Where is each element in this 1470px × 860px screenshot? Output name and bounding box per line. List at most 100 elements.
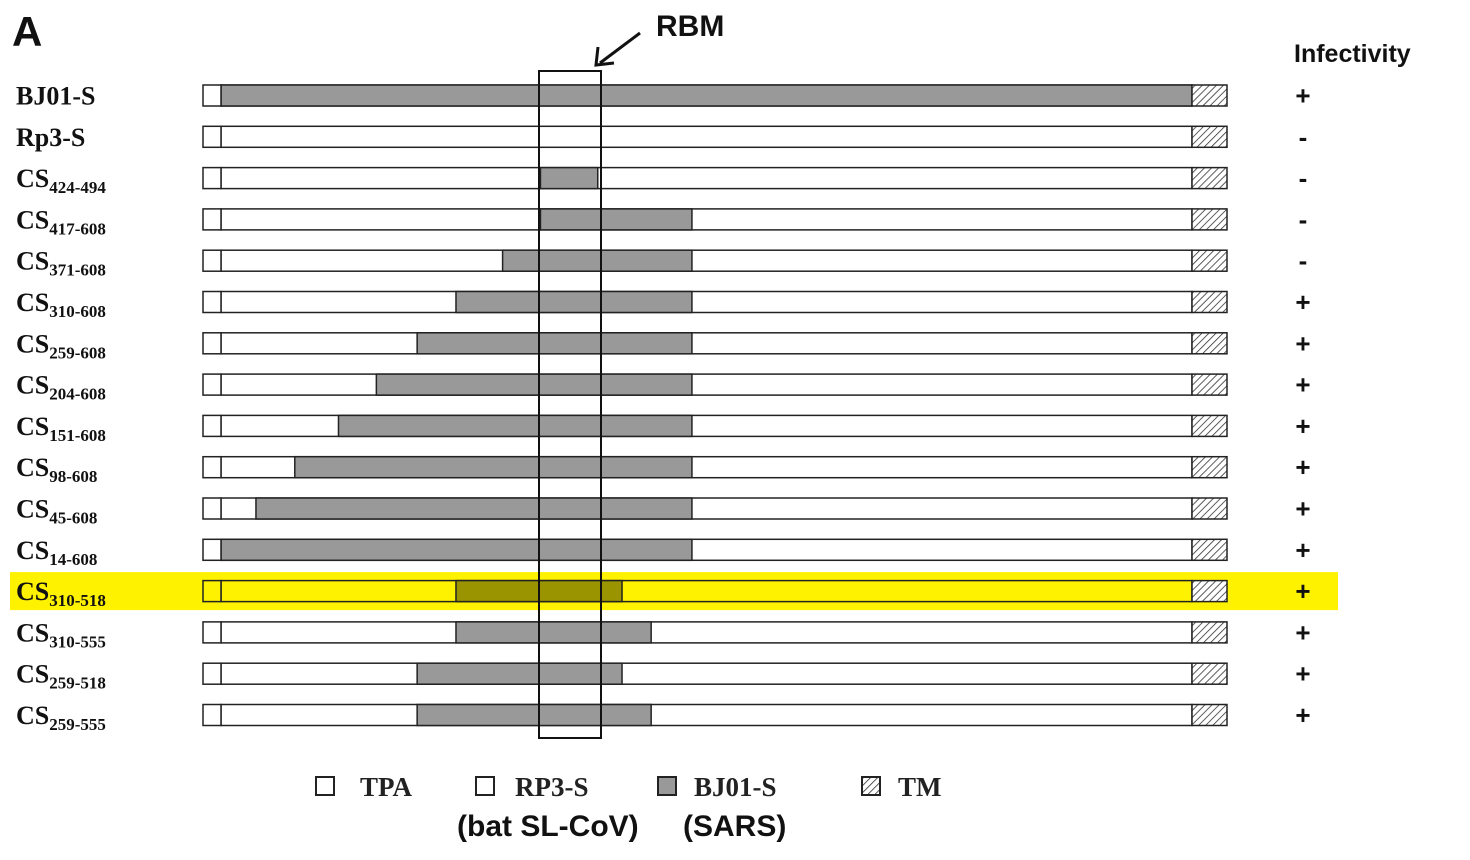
bat-segment [220,621,1193,644]
tm-segment [1191,455,1228,479]
bat-segment [220,662,1193,685]
construct-label: CS424-494 [16,164,106,197]
bat-segment [220,290,1193,314]
sars-segment [337,414,693,438]
tpa-segment [202,84,222,107]
infectivity-mark: + [1295,81,1310,111]
sars-segment [220,84,1193,107]
legend-tm-swatch [861,776,881,796]
infectivity-mark: - [1299,122,1308,152]
construct-label: CS45-608 [16,495,97,528]
construct-label: CS98-608 [16,453,97,486]
tm-segment [1191,621,1228,644]
sars-segment [539,166,599,190]
tpa-segment [202,414,222,438]
tpa-segment [202,662,222,685]
tm-segment [1191,497,1228,520]
sars-segment [220,538,693,562]
construct-row: CS259-608 + [16,328,1311,362]
rbm-label: RBM [656,10,725,43]
tm-segment [1191,579,1228,603]
sars-segment [375,373,693,396]
bat-segment [220,703,1193,727]
legend-tm-label: TM [898,772,942,802]
bat-segment [220,166,1193,190]
construct-label: CS259-608 [16,329,106,362]
construct-label: CS151-608 [16,412,106,445]
construct-row: CS417-608 - [16,204,1307,238]
construct-label: CS259-518 [16,660,106,693]
infectivity-mark: + [1295,700,1310,730]
legend-bj01-label: BJ01-S [694,772,777,802]
bat-segment [220,125,1193,149]
construct-row: CS45-608 + [16,494,1311,528]
infectivity-mark: + [1295,535,1310,565]
construct-label: CS371-608 [16,247,106,280]
rbm-box [538,70,602,739]
construct-row: BJ01-S + [16,81,1311,111]
bat-segment [220,373,1193,396]
construct-row: CS151-608 + [16,411,1311,445]
construct-label: CS310-555 [16,618,106,651]
tm-segment [1191,373,1228,396]
construct-row: CS259-518 + [16,659,1311,693]
legend-tpa-label: TPA [360,772,412,802]
sars-segment [416,332,693,355]
construct-label: Rp3-S [16,123,85,152]
tm-segment [1191,166,1228,190]
infectivity-header: Infectivity [1294,40,1411,68]
infectivity-mark: - [1299,163,1308,193]
legend-tpa-swatch [315,776,335,796]
tpa-segment [202,208,222,231]
construct-label: BJ01-S [16,82,95,111]
tpa-segment [202,497,222,520]
panel-letter: A [12,8,43,55]
tm-segment [1191,84,1228,107]
tm-segment [1191,662,1228,685]
legend-rp3-label: RP3-S [515,772,589,802]
tpa-segment [202,125,222,149]
tpa-segment [202,621,222,644]
construct-row: CS259-555 + [16,700,1311,734]
infectivity-mark: + [1295,617,1310,647]
legend-bj01-swatch [657,776,677,796]
tm-segment [1191,538,1228,562]
infectivity-mark: + [1295,659,1310,689]
construct-row: CS98-608 + [16,452,1311,486]
construct-row: CS310-608 + [16,287,1311,321]
construct-row: CS14-608 + [16,535,1311,569]
tpa-segment [202,455,222,479]
tpa-segment [202,332,222,355]
bat-segment [220,579,1193,603]
bat-segment [220,332,1193,355]
infectivity-mark: + [1295,452,1310,482]
sars-segment [501,249,693,272]
sars-segment [455,621,652,644]
construct-row: CS371-608 - [16,246,1307,280]
infectivity-mark: + [1295,370,1310,400]
tm-segment [1191,703,1228,727]
infectivity-mark: - [1299,204,1308,234]
infectivity-mark: + [1295,494,1310,524]
infectivity-mark: + [1295,576,1310,606]
tpa-segment [202,703,222,727]
tm-segment [1191,125,1228,149]
infectivity-mark: + [1295,411,1310,441]
construct-label: CS310-518 [16,577,106,610]
rbm-arrow [594,31,641,67]
tpa-segment [202,373,222,396]
tm-segment [1191,249,1228,272]
construct-label: CS310-608 [16,288,106,321]
construct-row: CS204-608 + [16,370,1311,404]
tpa-segment [202,579,222,603]
construct-label: CS204-608 [16,371,106,404]
tpa-segment [202,538,222,562]
tm-segment [1191,332,1228,355]
construct-row: CS310-518 + [10,572,1338,611]
sars-segment [294,455,693,479]
tpa-segment [202,290,222,314]
construct-row: CS424-494 - [16,163,1307,197]
sars-segment [455,290,693,314]
sars-segment [539,208,693,231]
